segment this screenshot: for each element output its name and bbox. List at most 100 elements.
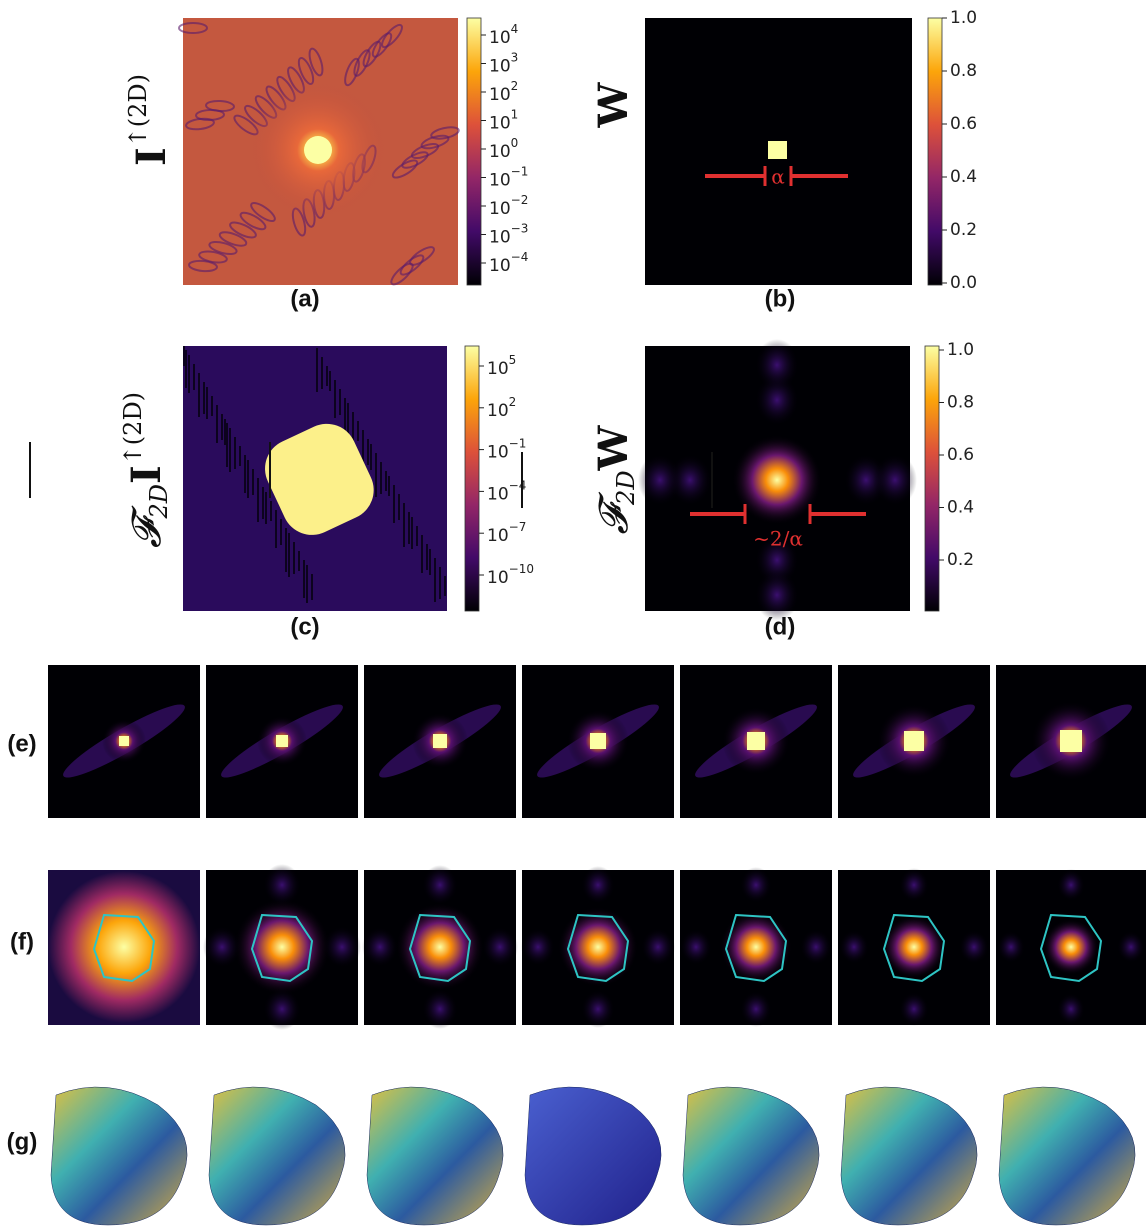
peak-core — [747, 732, 765, 750]
texture — [178, 22, 208, 34]
colorbar-label: 101 — [489, 107, 518, 134]
texture — [344, 57, 360, 87]
side-lobe — [959, 930, 989, 964]
support-outline — [250, 913, 314, 983]
colorbar-label: 0.6 — [947, 445, 974, 465]
support-outline — [882, 913, 946, 983]
peak-core — [433, 734, 447, 748]
noise — [385, 471, 387, 491]
exponent: 4 — [511, 22, 519, 36]
noise — [239, 446, 241, 466]
noise — [298, 551, 300, 571]
noise — [303, 560, 305, 598]
noise — [352, 412, 354, 444]
exponent: 1 — [511, 107, 519, 121]
noise — [198, 373, 200, 417]
colorbar-label: 0.6 — [950, 114, 977, 134]
row-label: (f) — [10, 928, 34, 955]
noise — [393, 485, 395, 523]
side-lobe — [422, 865, 458, 905]
colorbar-label: 100 — [489, 136, 518, 163]
y-label: I↑(2D) — [124, 74, 176, 166]
exponent: −1 — [509, 436, 527, 450]
exponent: −4 — [509, 478, 527, 492]
base: 10 — [489, 85, 511, 105]
noise — [244, 455, 246, 493]
colorbar — [464, 345, 480, 612]
noise — [362, 430, 364, 468]
base: 10 — [487, 443, 509, 463]
annotation: α — [771, 165, 785, 189]
base: 10 — [489, 142, 511, 162]
noise — [280, 519, 282, 545]
noise — [344, 398, 346, 442]
main-lobe — [558, 907, 638, 987]
noise — [270, 501, 272, 521]
texture — [188, 259, 218, 273]
noise — [206, 387, 208, 419]
reconstruction — [50, 1086, 188, 1226]
noise — [203, 382, 205, 414]
annotation: ~2/α — [753, 527, 803, 551]
peak-core — [904, 731, 924, 751]
side-lobe — [680, 929, 712, 965]
symbol: W — [590, 81, 637, 128]
noise — [216, 405, 218, 443]
side-lobe — [1057, 993, 1085, 1025]
side-lobe — [873, 454, 917, 506]
colorbar-label: 0.4 — [950, 167, 977, 187]
noise — [434, 558, 436, 602]
exponent: 5 — [509, 353, 517, 367]
exponent: 0 — [511, 136, 519, 150]
side-lobe — [581, 866, 615, 904]
support-outline — [408, 913, 472, 983]
colorbar-label: 10−10 — [487, 562, 534, 589]
support-outline — [1039, 913, 1103, 983]
side-lobe — [1057, 869, 1085, 901]
y-label: 𝓕2DW — [590, 424, 640, 534]
exponent: −2 — [511, 193, 529, 207]
peak-core — [1060, 730, 1082, 752]
support-outline — [92, 913, 156, 983]
texture — [250, 201, 276, 223]
noise — [226, 423, 228, 467]
main-lobe — [882, 915, 946, 979]
noise — [416, 526, 418, 546]
side-lobe — [899, 868, 929, 902]
y-label: 𝓕2DI↑(2D) — [119, 392, 173, 548]
noise — [321, 357, 323, 389]
base: 10 — [489, 171, 511, 191]
colorbar — [924, 345, 940, 612]
peak-core — [276, 735, 288, 747]
noise — [185, 350, 187, 388]
colorbar-label: 102 — [487, 394, 516, 421]
colorbar-label: 102 — [489, 79, 518, 106]
side-lobe — [800, 929, 832, 965]
exponent: 2 — [511, 79, 519, 93]
window — [768, 141, 787, 159]
colorbar-label: 105 — [487, 353, 516, 380]
texture — [308, 47, 324, 77]
noise — [398, 494, 400, 520]
noise — [193, 364, 195, 390]
colorbar-label: 10−3 — [489, 221, 528, 248]
side-lobe — [203, 926, 241, 968]
exponent: −3 — [511, 221, 529, 235]
noise — [311, 574, 313, 600]
colorbar-label: 103 — [489, 50, 518, 77]
reconstruction — [524, 1086, 662, 1226]
row-label: (e) — [7, 730, 36, 757]
noise — [183, 346, 185, 366]
noise — [188, 355, 190, 393]
side-lobe — [740, 867, 772, 903]
side-lobe — [1117, 931, 1145, 963]
reconstruction — [682, 1086, 820, 1226]
noise — [247, 460, 249, 498]
noise — [252, 469, 254, 495]
noise — [370, 444, 372, 470]
side-lobe — [521, 928, 555, 966]
base: 10 — [487, 568, 509, 588]
side-lobe — [755, 569, 799, 621]
side-lobe — [997, 931, 1025, 963]
